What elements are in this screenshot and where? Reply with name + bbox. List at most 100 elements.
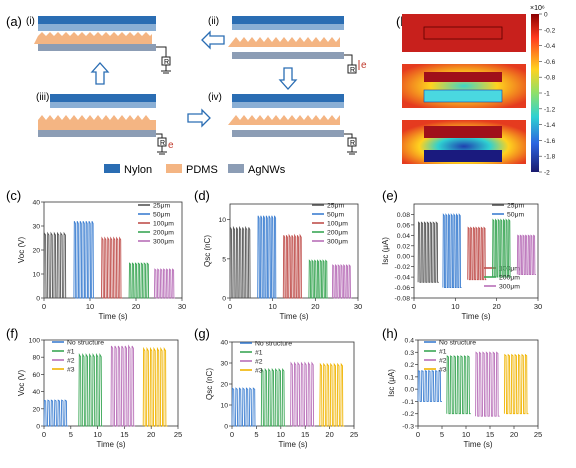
y-tick-label: 30 xyxy=(32,224,40,231)
series-line xyxy=(110,344,136,427)
y-axis-label: Isc (μA) xyxy=(387,369,396,397)
legend-label: #3 xyxy=(67,367,75,374)
series-line xyxy=(231,387,257,427)
electrode-bottom xyxy=(423,89,503,103)
y-tick-label: 20 xyxy=(32,248,40,255)
legend-label: #3 xyxy=(255,368,263,375)
x-tick-label: 30 xyxy=(178,302,186,311)
y-tick-label: 0.4 xyxy=(405,338,415,345)
resistor-label: R xyxy=(160,140,165,147)
legend-label: #1 xyxy=(439,349,447,356)
y-axis-label: Isc (μA) xyxy=(381,237,390,265)
y-tick-label: 80 xyxy=(32,355,40,362)
series-line xyxy=(516,234,536,275)
step-label-iv: (iv) xyxy=(208,92,222,103)
legend-label: #1 xyxy=(67,349,75,356)
series-line xyxy=(417,221,439,283)
legend-label: #2 xyxy=(67,358,75,365)
x-tick-label: 20 xyxy=(492,302,500,311)
legend-label: 50μm xyxy=(507,212,524,219)
legend-label: 200μm xyxy=(153,230,174,237)
series-line xyxy=(73,220,95,299)
chart-voc-thickness: 0 10 20 30 0 10 20 30 40 Time (s) Voc (V) 25μm 50μm 1… xyxy=(17,200,186,322)
y-tick-label: 30 xyxy=(220,361,228,368)
wire xyxy=(344,54,353,65)
legend-swatch-nylon xyxy=(104,164,120,173)
series-line xyxy=(43,399,69,427)
pdms-layer xyxy=(38,115,156,130)
x-tick-label: 10 xyxy=(462,430,470,439)
resistor-label: R xyxy=(164,59,169,66)
y-tick-label: 0.02 xyxy=(397,243,410,250)
schematic-step-ii: (ii) R e xyxy=(208,16,367,74)
y-axis-label: Voc (V) xyxy=(17,370,26,397)
series-line xyxy=(282,233,303,299)
electrode-top xyxy=(424,126,502,138)
series-line xyxy=(492,218,512,278)
agnws-layer xyxy=(232,130,344,137)
ground-icon xyxy=(347,146,357,155)
legend-label: #1 xyxy=(255,350,263,357)
legend-label: 100μm xyxy=(153,221,174,228)
y-tick-label: 0.1 xyxy=(405,374,415,381)
legend-label: 25μm xyxy=(153,203,170,210)
legend-label: 100μm xyxy=(327,221,348,228)
nylon-layer xyxy=(232,94,344,102)
x-axis-label: Time (s) xyxy=(98,312,127,321)
arrow-down-icon xyxy=(278,67,298,90)
x-tick-label: 5 xyxy=(254,430,258,439)
series-line xyxy=(417,370,442,402)
y-tick-label: 0 xyxy=(224,424,228,431)
colorbar-tick-label: -0.6 xyxy=(544,59,556,66)
colorbar xyxy=(531,14,539,172)
y-axis-label: Qsc (nC) xyxy=(205,368,214,400)
series-line xyxy=(260,367,286,427)
legend-swatch-agnws xyxy=(228,164,244,173)
nylon-charge-layer xyxy=(38,24,156,31)
legend-label: No structure xyxy=(439,340,476,347)
legend-label-agnws: AgNWs xyxy=(248,164,286,176)
panel-label-f: (f) xyxy=(6,326,18,341)
x-tick-label: 25 xyxy=(350,430,358,439)
x-tick-label: 30 xyxy=(534,302,542,311)
legend-label: 25μm xyxy=(327,203,344,210)
series-line xyxy=(475,351,500,417)
x-tick-label: 25 xyxy=(534,430,542,439)
colorbar-tick-label: -0.4 xyxy=(544,43,556,50)
chart-qsc-structure: 0 5 10 15 20 25 0 10 20 30 40 Time (s) Qsc (nC) No st… xyxy=(205,340,358,450)
y-tick-label: 0.2 xyxy=(405,362,415,369)
x-tick-label: 20 xyxy=(147,430,155,439)
arrow-right-icon xyxy=(187,108,211,128)
x-tick-label: 10 xyxy=(86,302,94,311)
x-axis-label: Time (s) xyxy=(278,440,307,449)
series-line xyxy=(331,264,352,299)
x-tick-label: 0 xyxy=(42,430,46,439)
y-tick-label: 40 xyxy=(32,389,40,396)
legend-label: 300μm xyxy=(153,239,174,246)
simulation-maps: ×10⁶ 0 -0.2 -0.4 -0.6 -0.8 -1 -1.2 -1.4 -1.6 -1.8… xyxy=(402,5,556,177)
y-tick-label: -0.2 xyxy=(402,411,414,418)
x-tick-label: 25 xyxy=(174,430,182,439)
y-tick-label: 0.00 xyxy=(397,254,410,261)
legend-swatch-pdms xyxy=(166,164,182,173)
y-tick-label: 20 xyxy=(32,406,40,413)
x-tick-label: 15 xyxy=(120,430,128,439)
electrode-outline xyxy=(423,26,503,40)
x-axis-label: Time (s) xyxy=(463,440,492,449)
colorbar-tick-label: -1.2 xyxy=(544,106,556,113)
y-tick-label: -0.06 xyxy=(395,285,411,292)
y-tick-label: 0.06 xyxy=(397,222,410,229)
step-label-i: (i) xyxy=(26,16,35,27)
agnws-layer xyxy=(38,44,156,51)
y-tick-label: 0.3 xyxy=(405,350,415,357)
step-label-iii: (iii) xyxy=(36,92,49,103)
x-tick-label: 30 xyxy=(354,302,362,311)
schematic-step-iii: (iii) R e xyxy=(36,92,174,155)
series-line xyxy=(43,231,67,299)
y-tick-label: 100 xyxy=(29,338,41,345)
series-line xyxy=(101,236,123,299)
y-tick-label: 0 xyxy=(36,296,40,303)
arrow-up-icon xyxy=(90,62,110,85)
resistor-label: R xyxy=(350,140,355,147)
